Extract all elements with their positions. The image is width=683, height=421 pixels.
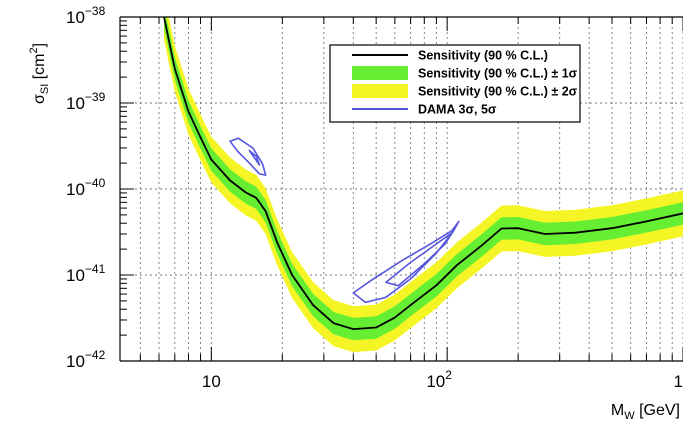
y-tick-label: 10−42 — [66, 348, 106, 371]
y-tick-label: 10−38 — [66, 4, 106, 27]
legend-swatch — [352, 66, 408, 80]
y-tick-label: 10−39 — [66, 90, 106, 113]
legend-label: Sensitivity (90 % C.L.) ± 2σ — [418, 85, 578, 99]
sensitivity-line-layer — [163, 17, 683, 330]
legend-label: Sensitivity (90 % C.L.) ± 1σ — [418, 67, 578, 81]
axis-ticks — [120, 16, 683, 362]
sensitivity-line — [163, 17, 683, 330]
y-axis-title: σSI [cm2] — [28, 43, 51, 104]
legend-swatch — [352, 84, 408, 98]
dama-contours-layer — [229, 137, 460, 304]
dama-contour — [352, 220, 460, 304]
dama-contour — [229, 137, 267, 176]
y-tick-label: 10−40 — [66, 176, 106, 199]
y-tick-label: 10−41 — [66, 262, 106, 285]
legend-label: Sensitivity (90 % C.L.) — [418, 49, 548, 63]
tick-labels: 10 102 10 10−38 10−39 10−40 10−41 10−42 — [66, 4, 683, 391]
x-axis-title: MW [GeV] — [611, 402, 680, 421]
x-tick-label: 102 — [426, 368, 452, 391]
x-tick-label: 10 — [202, 372, 221, 391]
dama-contour — [385, 231, 453, 287]
dama-contour — [248, 149, 261, 166]
x-tick-label: 10 — [674, 372, 683, 391]
legend-label: DAMA 3σ, 5σ — [418, 103, 497, 117]
legend: Sensitivity (90 % C.L.) Sensitivity (90 %… — [329, 44, 581, 123]
